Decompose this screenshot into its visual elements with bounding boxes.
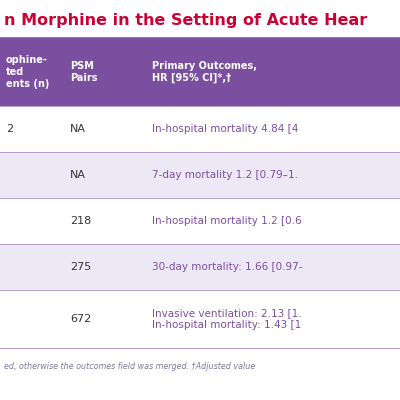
Text: ed, otherwise the outcomes field was merged. †Adjusted value: ed, otherwise the outcomes field was mer… [4,362,255,371]
Text: 2: 2 [6,124,13,134]
Text: ophine-
ted
ents (n): ophine- ted ents (n) [6,55,49,89]
Text: NA: NA [70,170,86,180]
Text: PSM
Pairs: PSM Pairs [70,61,98,83]
Text: NA: NA [70,124,86,134]
Bar [0,198,400,244]
Text: In-hospital mortality 1.2 [0.6: In-hospital mortality 1.2 [0.6 [152,216,302,226]
Text: Invasive ventilation: 2.13 [1.
In-hospital mortality: 1.43 [1: Invasive ventilation: 2.13 [1. In-hospit… [152,308,302,330]
Text: n Morphine in the Setting of Acute Hear: n Morphine in the Setting of Acute Hear [4,12,367,28]
Bar [0,38,400,106]
Text: Primary Outcomes,
HR [95% CI]*,†: Primary Outcomes, HR [95% CI]*,† [152,61,257,83]
Bar [0,106,400,152]
Bar [0,290,400,348]
Bar [0,152,400,198]
Text: 672: 672 [70,314,91,324]
Text: 30-day mortality: 1.66 [0.97-: 30-day mortality: 1.66 [0.97- [152,262,302,272]
Text: In-hospital mortality 4.84 [4: In-hospital mortality 4.84 [4 [152,124,298,134]
Text: 7-day mortality 1.2 [0.79–1.: 7-day mortality 1.2 [0.79–1. [152,170,298,180]
Text: 275: 275 [70,262,91,272]
Text: 218: 218 [70,216,91,226]
Bar [0,244,400,290]
